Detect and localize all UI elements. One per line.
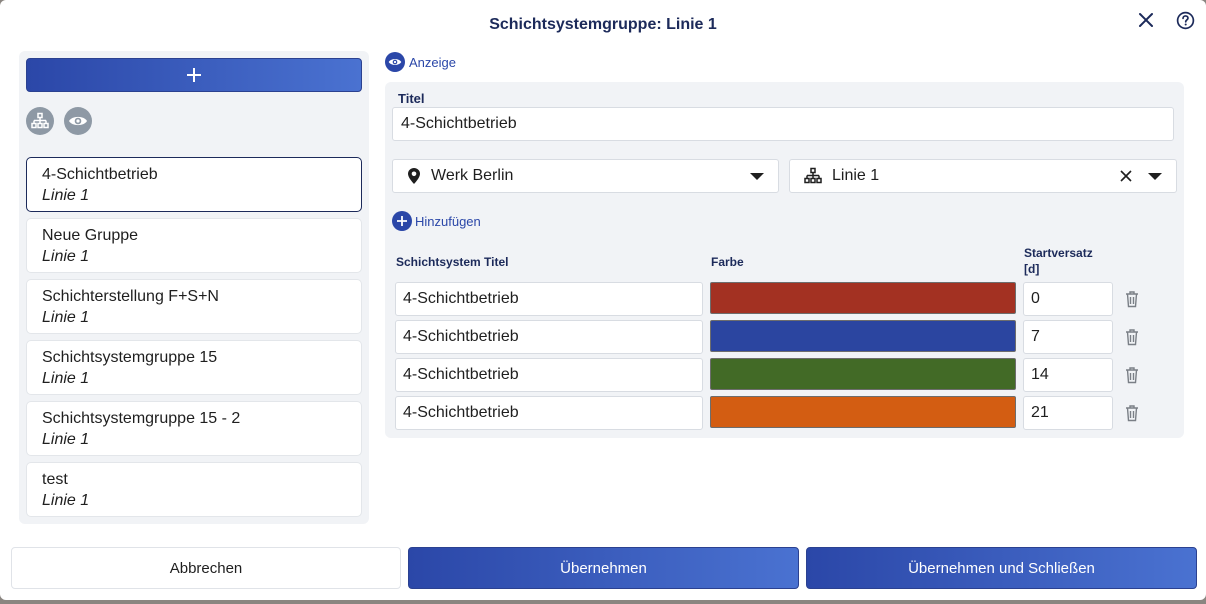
chevron-down-icon xyxy=(750,172,764,180)
plus-icon xyxy=(187,68,201,82)
shift-system-title-input[interactable]: 4-Schichtbetrieb xyxy=(395,282,703,316)
group-line: Linie 1 xyxy=(42,248,90,265)
plant-select-value: Werk Berlin xyxy=(431,167,514,184)
color-swatch[interactable] xyxy=(710,320,1016,352)
clear-icon[interactable] xyxy=(1120,170,1132,182)
group-item[interactable]: Schichterstellung F+S+N Linie 1 xyxy=(26,279,362,334)
plant-select[interactable]: Werk Berlin xyxy=(392,159,779,193)
group-line: Linie 1 xyxy=(42,187,90,204)
dialog-title: Schichtsystemgruppe: Linie 1 xyxy=(489,16,717,33)
group-list: 4-Schichtbetrieb Linie 1 Neue Gruppe Lin… xyxy=(26,157,362,523)
trash-icon[interactable] xyxy=(1124,290,1140,308)
line-select[interactable]: Linie 1 xyxy=(789,159,1177,193)
title-input[interactable]: 4-Schichtbetrieb xyxy=(392,107,1174,141)
location-pin-icon xyxy=(408,168,420,184)
apply-button[interactable]: Übernehmen xyxy=(408,547,799,589)
shift-system-title-input[interactable]: 4-Schichtbetrieb xyxy=(395,396,703,430)
plus-icon xyxy=(392,211,412,231)
shift-system-title-input[interactable]: 4-Schichtbetrieb xyxy=(395,358,703,392)
group-item[interactable]: test Linie 1 xyxy=(26,462,362,517)
group-name: Neue Gruppe xyxy=(42,227,139,244)
close-icon[interactable] xyxy=(1136,10,1156,30)
column-header-offset: Startversatz [d] xyxy=(1024,245,1093,277)
group-name: Schichtsystemgruppe 15 - 2 xyxy=(42,410,241,427)
column-header-color: Farbe xyxy=(711,255,744,269)
cancel-button[interactable]: Abbrechen xyxy=(11,547,401,589)
hierarchy-filter-button[interactable] xyxy=(26,107,54,135)
group-line: Linie 1 xyxy=(42,492,90,509)
apply-and-close-button[interactable]: Übernehmen und Schließen xyxy=(806,547,1197,589)
add-shift-system-button[interactable]: Hinzufügen xyxy=(392,211,481,231)
line-select-value: Linie 1 xyxy=(832,167,880,184)
table-row: 4-Schichtbetrieb 14 xyxy=(395,358,1155,392)
group-name: Schichterstellung F+S+N xyxy=(42,288,219,305)
group-line: Linie 1 xyxy=(42,309,90,326)
column-header-offset-line1: Startversatz xyxy=(1024,246,1093,260)
view-filter-button[interactable] xyxy=(64,107,92,135)
add-group-button[interactable] xyxy=(26,58,362,92)
table-row: 4-Schichtbetrieb 21 xyxy=(395,396,1155,430)
table-row: 4-Schichtbetrieb 7 xyxy=(395,320,1155,354)
help-icon[interactable] xyxy=(1176,11,1195,30)
title-label: Titel xyxy=(398,91,425,106)
start-offset-input[interactable]: 0 xyxy=(1023,282,1113,316)
chevron-down-icon xyxy=(1148,172,1162,180)
group-line: Linie 1 xyxy=(42,370,90,387)
trash-icon[interactable] xyxy=(1124,404,1140,422)
eye-icon xyxy=(385,52,405,72)
group-name: 4-Schichtbetrieb xyxy=(42,166,158,183)
view-toggle-label: Anzeige xyxy=(409,54,456,70)
start-offset-input[interactable]: 7 xyxy=(1023,320,1113,354)
shift-system-title-input[interactable]: 4-Schichtbetrieb xyxy=(395,320,703,354)
trash-icon[interactable] xyxy=(1124,366,1140,384)
table-row: 4-Schichtbetrieb 0 xyxy=(395,282,1155,316)
group-item[interactable]: Neue Gruppe Linie 1 xyxy=(26,218,362,273)
hierarchy-icon xyxy=(804,167,822,184)
group-item[interactable]: Schichtsystemgruppe 15 - 2 Linie 1 xyxy=(26,401,362,456)
color-swatch[interactable] xyxy=(710,358,1016,390)
column-header-offset-line2: [d] xyxy=(1024,262,1040,276)
trash-icon[interactable] xyxy=(1124,328,1140,346)
group-item[interactable]: Schichtsystemgruppe 15 Linie 1 xyxy=(26,340,362,395)
group-name: test xyxy=(42,471,68,488)
add-shift-system-label: Hinzufügen xyxy=(415,213,481,229)
color-swatch[interactable] xyxy=(710,396,1016,428)
start-offset-input[interactable]: 21 xyxy=(1023,396,1113,430)
group-line: Linie 1 xyxy=(42,431,90,448)
eye-icon xyxy=(69,116,87,126)
hierarchy-icon xyxy=(31,112,49,129)
view-toggle[interactable]: Anzeige xyxy=(385,52,456,72)
detail-panel: Titel 4-Schichtbetrieb Werk Berlin Linie… xyxy=(385,82,1184,438)
group-item[interactable]: 4-Schichtbetrieb Linie 1 xyxy=(26,157,362,212)
group-list-panel: 4-Schichtbetrieb Linie 1 Neue Gruppe Lin… xyxy=(19,51,369,524)
group-name: Schichtsystemgruppe 15 xyxy=(42,349,218,366)
column-header-title: Schichtsystem Titel xyxy=(396,255,509,269)
start-offset-input[interactable]: 14 xyxy=(1023,358,1113,392)
color-swatch[interactable] xyxy=(710,282,1016,314)
